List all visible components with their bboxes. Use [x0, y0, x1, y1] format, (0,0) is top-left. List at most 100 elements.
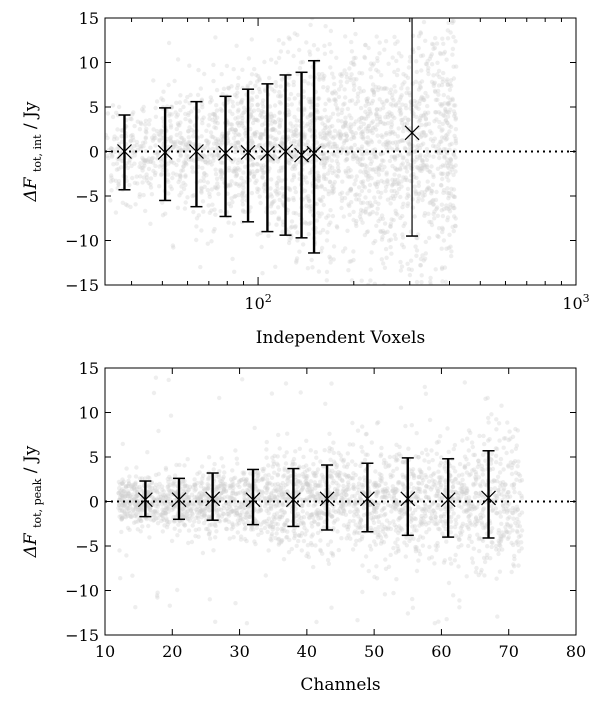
cloud-dot — [397, 166, 403, 171]
cloud-dot — [357, 524, 362, 529]
cloud-dot — [309, 257, 314, 263]
cloud-dot — [445, 120, 450, 125]
cloud-dot — [383, 144, 389, 150]
cloud-dot — [262, 143, 268, 148]
cloud-dot — [305, 115, 310, 120]
cloud-dot — [151, 127, 156, 132]
cloud-dot — [420, 158, 425, 163]
cloud-dot — [234, 140, 239, 145]
cloud-dot — [319, 249, 324, 254]
cloud-dot — [360, 424, 365, 429]
cloud-dot — [423, 133, 429, 138]
cloud-dot — [457, 490, 462, 496]
cloud-dot — [280, 141, 285, 147]
cloud-dot — [254, 470, 260, 476]
cloud-dot — [172, 142, 178, 147]
cloud-dot — [190, 193, 195, 199]
cloud-dot — [362, 185, 368, 190]
cloud-dot — [443, 479, 448, 484]
cloud-dot — [117, 145, 122, 150]
cloud-dot — [352, 500, 358, 505]
cloud-dot — [378, 195, 383, 200]
cloud-dot — [456, 473, 462, 478]
cloud-dot — [192, 482, 197, 487]
cloud-dot — [414, 302, 418, 306]
cloud-dot — [236, 140, 241, 145]
cloud-dot — [245, 520, 251, 525]
cloud-dot — [365, 170, 370, 175]
cloud-dot — [485, 552, 490, 557]
cloud-dot — [339, 205, 344, 211]
cloud-dot — [423, 447, 429, 452]
cloud-dot — [209, 153, 215, 158]
cloud-dot — [386, 238, 392, 243]
cloud-dot — [204, 486, 209, 491]
cloud-dot — [155, 516, 160, 521]
cloud-dot — [109, 154, 115, 159]
cloud-dot — [287, 75, 292, 80]
cloud-dot — [331, 478, 336, 484]
cloud-dot — [322, 135, 327, 140]
cloud-dot — [361, 136, 366, 141]
cloud-dot — [436, 526, 441, 531]
cloud-dot — [483, 396, 488, 401]
cloud-dot — [306, 151, 312, 157]
cloud-dot — [451, 480, 456, 485]
cloud-dot — [242, 502, 247, 507]
cloud-dot — [388, 224, 393, 229]
cloud-dot — [422, 164, 428, 169]
cloud-dot — [153, 143, 158, 148]
cloud-dot — [417, 101, 422, 107]
cloud-dot — [137, 507, 142, 513]
cloud-dot — [181, 512, 186, 517]
cloud-dot — [341, 125, 346, 130]
cloud-dot — [301, 454, 306, 460]
cloud-dot — [509, 449, 515, 454]
cloud-dot — [427, 186, 432, 191]
cloud-dot — [325, 230, 330, 235]
cloud-dot — [417, 166, 422, 171]
cloud-dot — [498, 536, 503, 541]
cloud-dot — [198, 508, 203, 514]
cloud-dot — [213, 507, 218, 512]
cloud-dot — [137, 502, 142, 507]
marker-x — [259, 145, 275, 161]
cloud-dot — [192, 501, 197, 507]
cloud-dot — [349, 174, 354, 179]
cloud-dot — [219, 490, 224, 495]
cloud-dot — [422, 211, 428, 216]
cloud-dot — [252, 130, 257, 136]
cloud-dot — [459, 489, 464, 494]
cloud-dot — [418, 263, 423, 268]
cloud-dot — [316, 210, 321, 216]
cloud-dot — [239, 502, 245, 507]
cloud-dot — [416, 505, 421, 510]
cloud-dot — [505, 529, 510, 535]
cloud-dot — [392, 115, 397, 121]
cloud-dot — [122, 502, 128, 507]
cloud-dot — [126, 481, 132, 486]
cloud-dot — [329, 189, 335, 194]
cloud-dot — [344, 137, 350, 143]
cloud-dot — [442, 101, 447, 106]
cloud-dot — [368, 67, 373, 72]
cloud-dot — [374, 505, 380, 510]
cloud-dot — [370, 130, 375, 136]
cloud-dot — [149, 486, 155, 491]
cloud-dot — [134, 486, 139, 492]
cloud-dot — [271, 127, 276, 132]
cloud-dot — [183, 182, 188, 188]
cloud-dot — [341, 499, 346, 504]
cloud-dot — [204, 526, 209, 532]
cloud-dot — [202, 491, 207, 496]
cloud-dot — [251, 527, 256, 532]
cloud-dot — [338, 72, 343, 77]
cloud-dot — [278, 117, 284, 123]
cloud-dot — [329, 447, 334, 452]
cloud-dot — [329, 514, 335, 519]
cloud-dot — [415, 486, 420, 491]
cloud-dot — [414, 279, 420, 285]
cloud-dot — [151, 513, 156, 518]
cloud-dot — [287, 304, 291, 308]
cloud-dot — [459, 524, 465, 529]
